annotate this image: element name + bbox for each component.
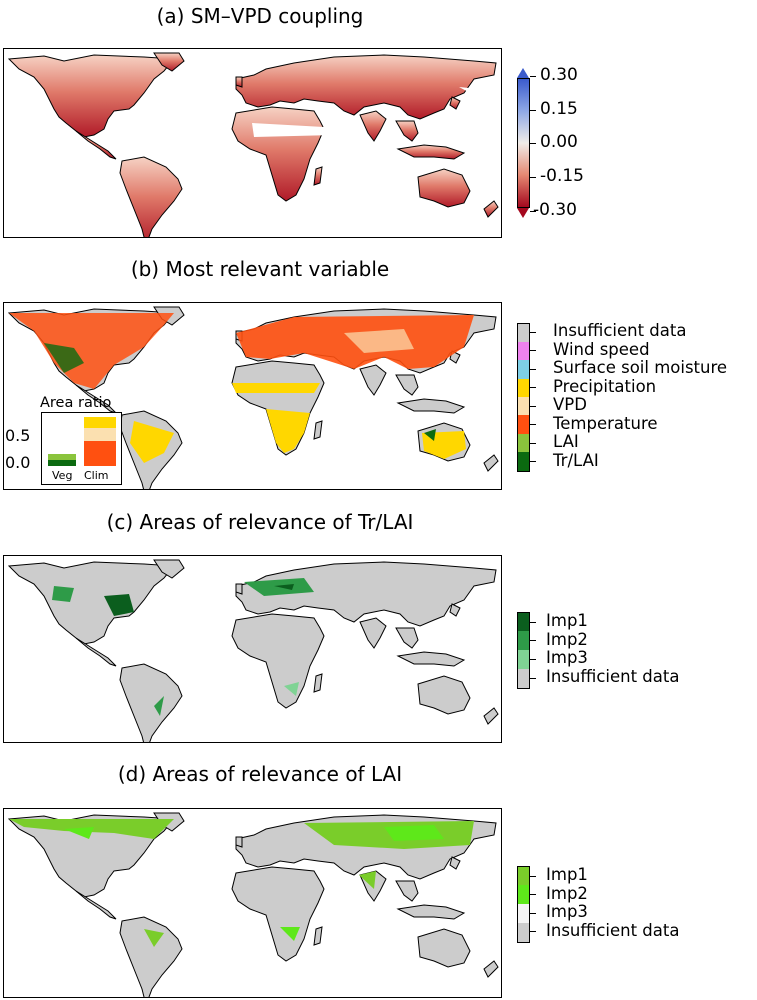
inset-y-tick: 0.5 — [5, 426, 31, 445]
legend-temperature: Temperature — [553, 414, 658, 433]
panel-b-title: (b) Most relevant variable — [130, 257, 390, 281]
bar-clim-vpd — [84, 428, 116, 441]
bar-clim-precip — [84, 417, 116, 428]
panel-c-legend-bar — [517, 612, 530, 689]
colorbar-tick: 0.30 — [540, 65, 578, 85]
legend-precipitation: Precipitation — [553, 377, 657, 396]
legend-insufficient-data: Insufficient data — [546, 921, 680, 940]
legend-surface-soil-moisture: Surface soil moisture — [553, 358, 728, 377]
legend-insufficient-data: Insufficient data — [553, 321, 687, 340]
legend-lai: LAI — [553, 432, 579, 451]
panel-a-colorbar — [517, 78, 530, 208]
legend-imp1: Imp1 — [546, 611, 588, 630]
inset-x-tick: Clim — [84, 469, 109, 482]
panel-d-legend-bar — [517, 866, 530, 943]
legend-wind-speed: Wind speed — [553, 340, 650, 359]
legend-imp3: Imp3 — [546, 648, 588, 667]
panel-d-map — [3, 808, 502, 998]
colorbar-tick: -0.30 — [533, 200, 577, 220]
inset-x-tick: Veg — [52, 469, 73, 482]
inset-y-tick: 0.0 — [5, 453, 31, 472]
legend-imp2: Imp2 — [546, 630, 588, 649]
panel-b-legend-bar — [517, 323, 530, 472]
area-ratio-inset — [41, 412, 122, 485]
legend-imp2: Imp2 — [546, 884, 588, 903]
bar-veg-tr-lai — [48, 460, 76, 466]
bar-veg-lai — [48, 454, 76, 460]
colorbar-bottom-arrow — [517, 208, 529, 218]
panel-a-map — [3, 48, 502, 238]
colorbar-top-arrow — [517, 68, 529, 78]
bar-clim-temperature — [84, 441, 116, 466]
panel-d-title: (d) Areas of relevance of LAI — [117, 762, 403, 786]
legend-imp3: Imp3 — [546, 902, 588, 921]
legend-tr-lai: Tr/LAI — [553, 451, 599, 470]
colorbar-tick: 0.15 — [540, 99, 578, 119]
panel-c-title: (c) Areas of relevance of Tr/LAI — [106, 510, 414, 534]
legend-vpd: VPD — [553, 395, 587, 414]
panel-c-map — [3, 555, 502, 743]
colorbar-tick: -0.15 — [540, 166, 584, 186]
panel-a-title: (a) SM–VPD coupling — [156, 4, 364, 28]
legend-insufficient-data: Insufficient data — [546, 667, 680, 686]
colorbar-tick: 0.00 — [540, 132, 578, 152]
inset-title: Area ratio — [40, 395, 112, 411]
legend-imp1: Imp1 — [546, 865, 588, 884]
